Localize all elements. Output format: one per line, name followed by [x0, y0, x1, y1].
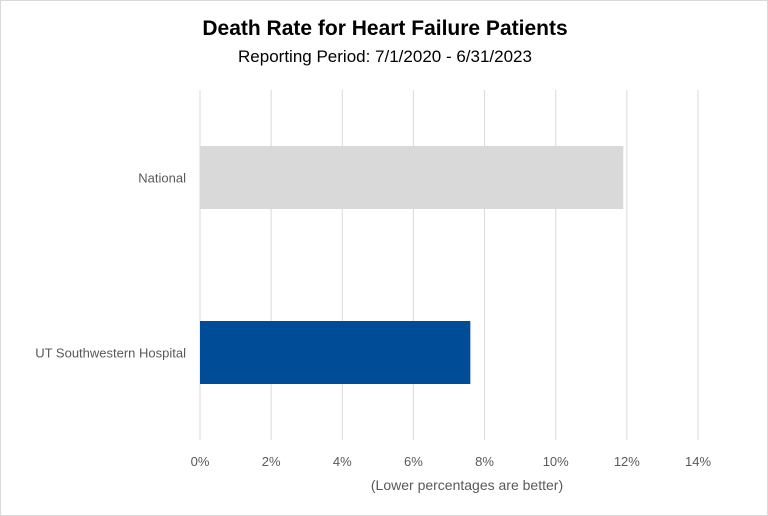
bar-ut-southwestern-hospital [200, 321, 471, 384]
bar-national [200, 146, 624, 209]
category-label: National [138, 171, 186, 186]
x-tick-label: 2% [262, 454, 281, 469]
x-tick-label: 12% [614, 454, 640, 469]
x-tick-label: 10% [543, 454, 569, 469]
chart-title: Death Rate for Heart Failure Patients [202, 17, 568, 40]
x-tick-label: 6% [404, 454, 423, 469]
x-tick-label: 0% [191, 454, 210, 469]
x-tick-label: 4% [333, 454, 352, 469]
x-axis-label: (Lower percentages are better) [371, 477, 563, 493]
category-label: UT Southwestern Hospital [35, 346, 186, 361]
x-tick-label: 8% [475, 454, 494, 469]
x-tick-label: 14% [685, 454, 711, 469]
chart-subtitle: Reporting Period: 7/1/2020 - 6/31/2023 [238, 47, 532, 66]
